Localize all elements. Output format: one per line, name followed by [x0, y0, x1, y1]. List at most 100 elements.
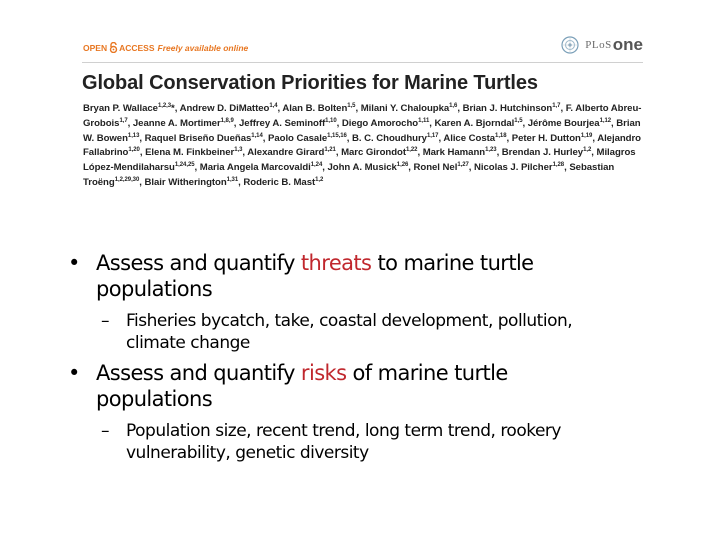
author-name: Milani Y. Chaloupka	[360, 103, 450, 114]
author-separator: ,	[438, 132, 444, 144]
author-entry: Elena M. Finkbeiner1,3,	[145, 147, 247, 158]
sub-bullet-dash-icon: –	[101, 421, 110, 441]
author-entry: Maria Angela Marcovaldi1,24,	[200, 162, 328, 173]
author-affiliation: 1,13	[127, 132, 140, 139]
author-name: Blair Witherington	[144, 176, 227, 188]
author-separator: ,	[560, 103, 566, 114]
author-name: Karen A. Bjorndal	[434, 117, 515, 129]
author-affiliation: 1,15,16	[327, 132, 347, 139]
journal-plos: PLoS	[585, 39, 612, 51]
author-name: Andrew D. DiMatteo	[179, 103, 270, 114]
author-separator: ,	[457, 103, 463, 114]
author-entry: Brendan J. Hurley1,2,	[502, 147, 597, 158]
author-separator: ,	[408, 162, 414, 174]
author-entry: Blair Witherington1,31,	[145, 177, 244, 188]
author-separator: ,	[591, 147, 597, 159]
sub-bullet-dash-icon: –	[101, 311, 110, 331]
author-separator: ,	[417, 147, 423, 159]
author-entry: Alan B. Bolten1,5,	[282, 103, 360, 114]
author-entry: Milani Y. Chaloupka1,6,	[361, 103, 463, 114]
author-affiliation: 1,7	[552, 102, 561, 109]
author-affiliation: 1,3	[234, 147, 243, 154]
author-name: Brian J. Hutchinson	[462, 103, 553, 114]
author-name: Raquel Briseño Dueñas	[144, 132, 252, 144]
author-separator: ,	[355, 103, 361, 114]
bullet-risks: • Assess and quantify risks of marine tu…	[68, 360, 656, 412]
bullet-text-start: Assess and quantify	[96, 251, 301, 275]
author-entry: Sebastian Troëng1,2,29,30,	[83, 162, 614, 188]
author-entry: Karen A. Bjorndal1,5,	[434, 118, 527, 129]
author-entry: Alexandre Girard1,21,	[247, 147, 341, 158]
author-name: Mark Hamann	[422, 147, 486, 159]
author-affiliation: 1,7	[119, 117, 128, 124]
open-access-right: ACCESS	[119, 42, 155, 53]
author-separator: ,	[592, 132, 598, 144]
author-name: Marc Girondot	[341, 147, 406, 159]
author-separator: ,	[139, 147, 146, 159]
author-name: Paolo Casale	[268, 132, 328, 144]
author-affiliation: 1,5	[514, 117, 523, 124]
author-name: Sebastian Troëng	[83, 162, 615, 188]
author-separator: ,	[336, 117, 342, 129]
bullet-text-start: Assess and quantify	[96, 361, 301, 385]
author-entry: Peter H. Dutton1,19,	[511, 132, 598, 144]
author-entry: Diego Amorocho1,11,	[342, 118, 435, 129]
author-name: Brian W. Bowen	[83, 117, 641, 144]
author-entry: Brian W. Bowen1,13,	[83, 118, 641, 144]
author-affiliation: 1,22	[405, 147, 418, 154]
author-separator: ,	[522, 117, 528, 129]
author-entry: Marc Girondot1,22,	[341, 147, 423, 158]
author-separator: ,	[506, 132, 512, 144]
author-entry: Bryan P. Wallace1,2,3*,	[83, 103, 180, 114]
author-entry: Paolo Casale1,15,16,	[268, 132, 352, 144]
author-name: Jeffrey A. Seminoff	[239, 117, 326, 129]
author-separator: ,	[496, 147, 502, 159]
author-separator: ,	[127, 117, 133, 129]
sub-bullet-line2: climate change	[126, 333, 250, 353]
open-lock-icon	[109, 42, 118, 53]
author-list: Bryan P. Wallace1,2,3*, Andrew D. DiMatt…	[83, 102, 643, 191]
author-affiliation: 1,2	[315, 176, 324, 183]
open-access-left: OPEN	[83, 42, 108, 53]
paper-title: Global Conservation Priorities for Marin…	[82, 72, 538, 94]
author-name: B. C. Choudhury	[352, 132, 427, 144]
author-entry: B. C. Choudhury1,17,	[352, 132, 444, 144]
author-entry: Roderic B. Mast1,2	[243, 177, 323, 188]
author-entry: Mark Hamann1,23,	[423, 147, 502, 158]
author-separator: ,	[262, 132, 268, 144]
author-affiliation: 1,2,29,30	[114, 176, 140, 183]
bullet-text-cont: populations	[96, 277, 213, 301]
author-separator: ,	[335, 147, 342, 159]
author-separator: ,	[322, 162, 328, 174]
author-entry: Milagros López-Mendilaharsu1,24,25,	[83, 147, 636, 173]
author-separator: ,	[194, 162, 200, 174]
author-affiliation: 1,8,9	[220, 117, 234, 124]
author-name: Elena M. Finkbeiner	[145, 147, 235, 159]
author-entry: Nicolas J. Pilcher1,28,	[474, 162, 569, 173]
author-affiliation: 1,21	[324, 147, 336, 154]
author-name: Peter H. Dutton	[511, 132, 581, 144]
bullet-dot-icon: •	[68, 251, 80, 275]
bullet-text-cont: populations	[96, 387, 213, 411]
author-affiliation: 1,4	[269, 102, 278, 109]
sub-bullet-line1: Population size, recent trend, long term…	[126, 421, 561, 441]
author-separator: *,	[171, 103, 180, 114]
author-affiliation: 1,11	[418, 117, 430, 124]
author-affiliation: 1,2,3	[157, 102, 172, 109]
author-affiliation: 1,23	[485, 147, 497, 154]
sub-bullet-risk-types: – Population size, recent trend, long te…	[101, 420, 686, 464]
author-name: Roderic B. Mast	[243, 176, 316, 188]
author-name: Milagros López-Mendilaharsu	[83, 147, 636, 174]
author-affiliation: 1,19	[580, 132, 593, 139]
author-name: Brendan J. Hurley	[501, 147, 584, 159]
author-separator: ,	[242, 147, 248, 159]
author-separator: ,	[611, 117, 617, 129]
author-entry: Brian J. Hutchinson1,7,	[463, 103, 566, 114]
author-separator: ,	[139, 176, 145, 188]
author-name: Ronel Nel	[413, 162, 458, 174]
author-entry: Andrew D. DiMatteo1,4,	[180, 103, 283, 114]
author-entry: John A. Musick1,26,	[327, 162, 413, 173]
journal-logo: PLoS one	[559, 34, 643, 56]
author-entry: Raquel Briseño Dueñas1,14,	[144, 132, 268, 144]
author-affiliation: 1,6	[449, 102, 458, 109]
